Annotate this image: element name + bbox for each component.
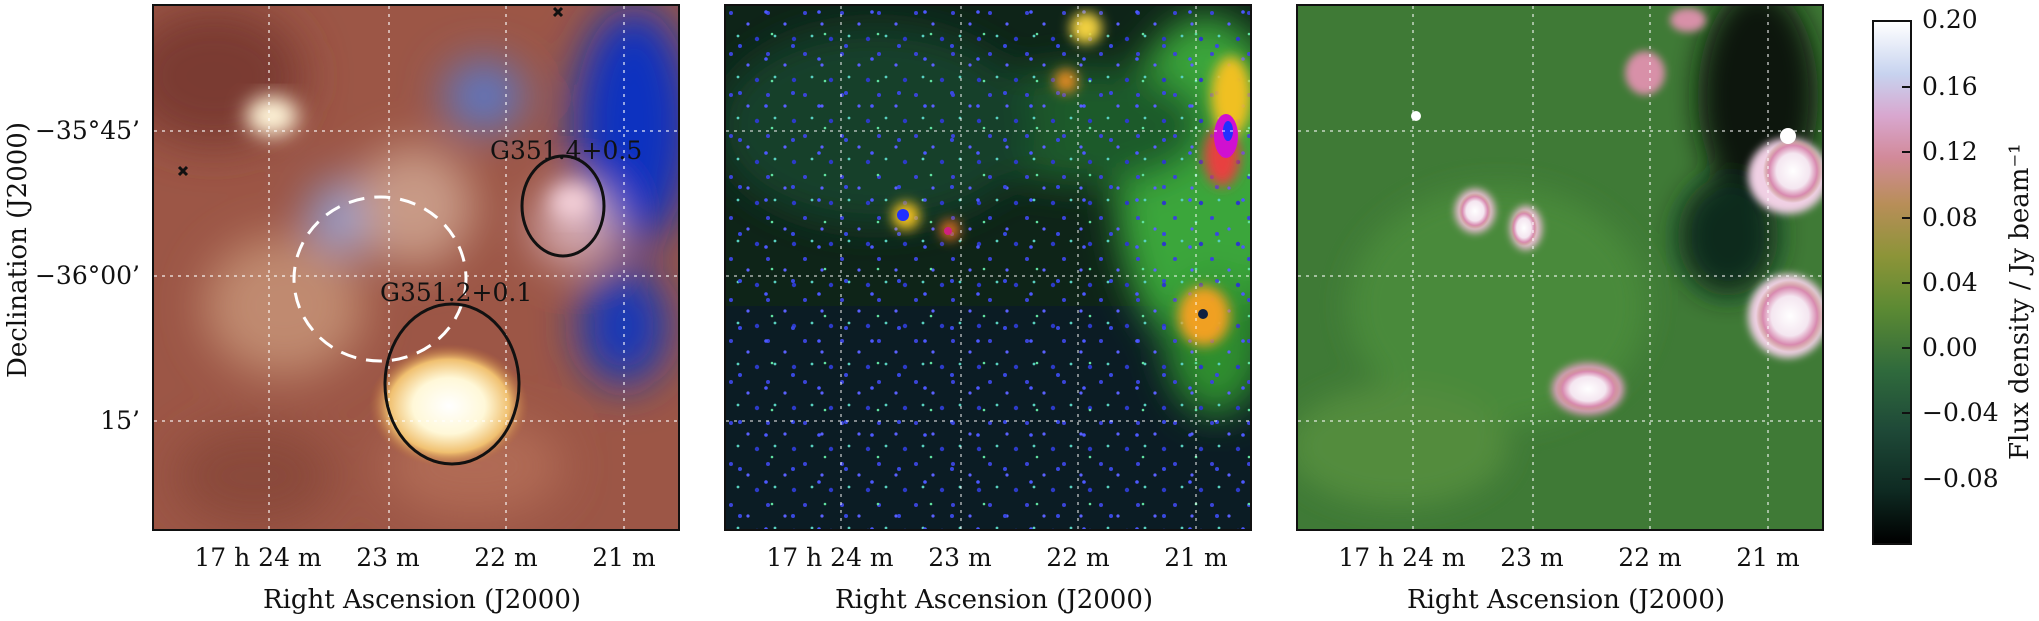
ra-tick-p3-3: 22 m bbox=[1618, 543, 1682, 572]
ra-tick-p1-1: 17 h 24 m bbox=[194, 543, 322, 572]
ra-tick-p1-4: 21 m bbox=[592, 543, 656, 572]
colorbar-tick-0-20: 0.20 bbox=[1922, 5, 1978, 34]
flux-density-image bbox=[1298, 6, 1822, 529]
panel-radio-composite: G351.4+0.5 G351.2+0.1 bbox=[152, 4, 680, 531]
ra-tick-p3-1: 17 h 24 m bbox=[1338, 543, 1466, 572]
colorbar-tick-0-04: 0.04 bbox=[1922, 268, 1978, 297]
x-axis-label-p3: Right Ascension (J2000) bbox=[1407, 585, 1726, 615]
dec-tick-2: −36°00’ bbox=[34, 261, 140, 290]
infrared-composite-image bbox=[726, 6, 1250, 529]
dashed-region-circle bbox=[292, 195, 468, 363]
colorbar-tick-neg-0-08: −0.08 bbox=[1922, 464, 1999, 493]
dec-tick-1: −35°45’ bbox=[34, 116, 140, 145]
panel-flux-density-map bbox=[1296, 4, 1824, 531]
ra-tick-p1-2: 23 m bbox=[356, 543, 420, 572]
ra-tick-p2-2: 23 m bbox=[928, 543, 992, 572]
colorbar-tickmark bbox=[1902, 347, 1912, 349]
radio-composite-image bbox=[154, 6, 678, 529]
ra-tick-p3-2: 23 m bbox=[1500, 543, 1564, 572]
ra-tick-p3-4: 21 m bbox=[1736, 543, 1800, 572]
colorbar-tick-0-16: 0.16 bbox=[1922, 72, 1978, 101]
ra-tick-p1-3: 22 m bbox=[474, 543, 538, 572]
region-label-g351-4: G351.4+0.5 bbox=[490, 136, 643, 165]
colorbar-tickmark bbox=[1902, 86, 1912, 88]
panel-infrared-composite bbox=[724, 4, 1252, 531]
colorbar-tick-0-08: 0.08 bbox=[1922, 203, 1978, 232]
x-axis-label-p2: Right Ascension (J2000) bbox=[835, 585, 1154, 615]
x-axis-label-p1: Right Ascension (J2000) bbox=[263, 585, 582, 615]
colorbar-tick-0-00: 0.00 bbox=[1922, 333, 1978, 362]
region-ellipse-g351-2 bbox=[383, 302, 521, 466]
colorbar-tick-0-12: 0.12 bbox=[1922, 137, 1978, 166]
cross-markers bbox=[177, 6, 564, 177]
colorbar-tickmark bbox=[1902, 151, 1912, 153]
colorbar-tickmark bbox=[1902, 412, 1912, 414]
colorbar-label: Flux density / Jy beam⁻¹ bbox=[2005, 143, 2035, 460]
colorbar-tickmark bbox=[1902, 478, 1912, 480]
dec-tick-3: 15’ bbox=[100, 406, 140, 435]
ra-tick-p2-4: 21 m bbox=[1164, 543, 1228, 572]
region-label-g351-2: G351.2+0.1 bbox=[380, 278, 533, 307]
colorbar-tickmark bbox=[1902, 217, 1912, 219]
colorbar-tick-neg-0-04: −0.04 bbox=[1922, 398, 1999, 427]
region-ellipse-g351-4 bbox=[520, 154, 606, 258]
colorbar-tickmark bbox=[1902, 282, 1912, 284]
y-axis-label: Declination (J2000) bbox=[3, 122, 33, 378]
ra-tick-p2-1: 17 h 24 m bbox=[766, 543, 894, 572]
ra-tick-p2-3: 22 m bbox=[1046, 543, 1110, 572]
